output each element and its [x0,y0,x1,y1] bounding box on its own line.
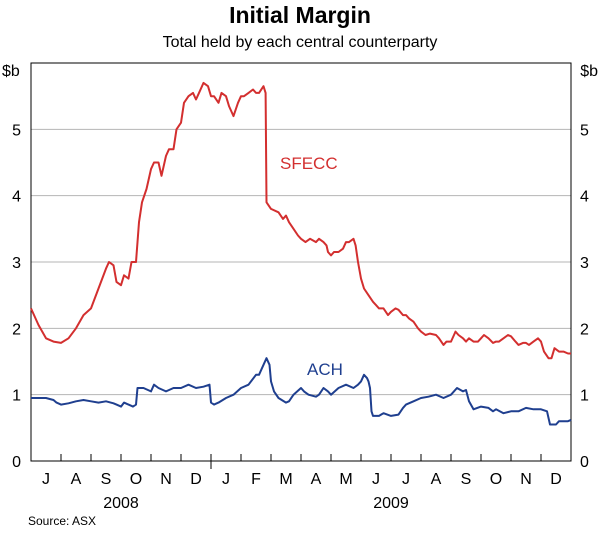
y-tick-left-1: 1 [12,388,21,405]
series-line-ach [31,357,572,426]
y-tick-right-3: 3 [580,255,589,272]
x-tick-label-A: A [311,471,322,488]
y-tick-right-1: 1 [580,388,589,405]
x-tick-label-N: N [160,471,172,488]
x-tick-label-D: D [550,471,562,488]
y-tick-left-0: 0 [12,454,21,471]
y-unit-left: $b [2,63,20,80]
series-label-sfecc: SFECC [280,154,338,173]
year-label-2009: 2009 [373,495,409,512]
x-tick-label-J: J [222,471,230,488]
x-tick-label-J: J [42,471,50,488]
y-tick-right-0: 0 [580,454,589,471]
series-label-ach: ACH [307,360,343,379]
source-note: Source: ASX [28,514,97,528]
y-unit-right: $b [580,63,598,80]
x-tick-label-A: A [431,471,442,488]
chart-subtitle: Total held by each central counterparty [162,34,438,51]
series-line-sfecc [30,81,571,360]
x-tick-label-S: S [461,471,472,488]
x-tick-label-O: O [130,471,142,488]
x-tick-label-M: M [279,471,292,488]
x-tick-label-N: N [520,471,532,488]
y-tick-right-5: 5 [580,122,589,139]
y-tick-left-5: 5 [12,122,21,139]
y-tick-left-4: 4 [12,189,21,206]
chart-title: Initial Margin [229,2,371,28]
y-tick-right-4: 4 [580,189,589,206]
x-tick-label-F: F [251,471,261,488]
x-tick-label-J: J [402,471,410,488]
x-tick-label-D: D [190,471,202,488]
x-tick-label-J: J [372,471,380,488]
x-tick-label-O: O [490,471,502,488]
year-label-2008: 2008 [103,495,139,512]
y-tick-left-2: 2 [12,321,21,338]
y-tick-right-2: 2 [580,321,589,338]
x-tick-label-A: A [71,471,82,488]
y-tick-left-3: 3 [12,255,21,272]
x-tick-label-S: S [101,471,112,488]
x-tick-label-M: M [339,471,352,488]
